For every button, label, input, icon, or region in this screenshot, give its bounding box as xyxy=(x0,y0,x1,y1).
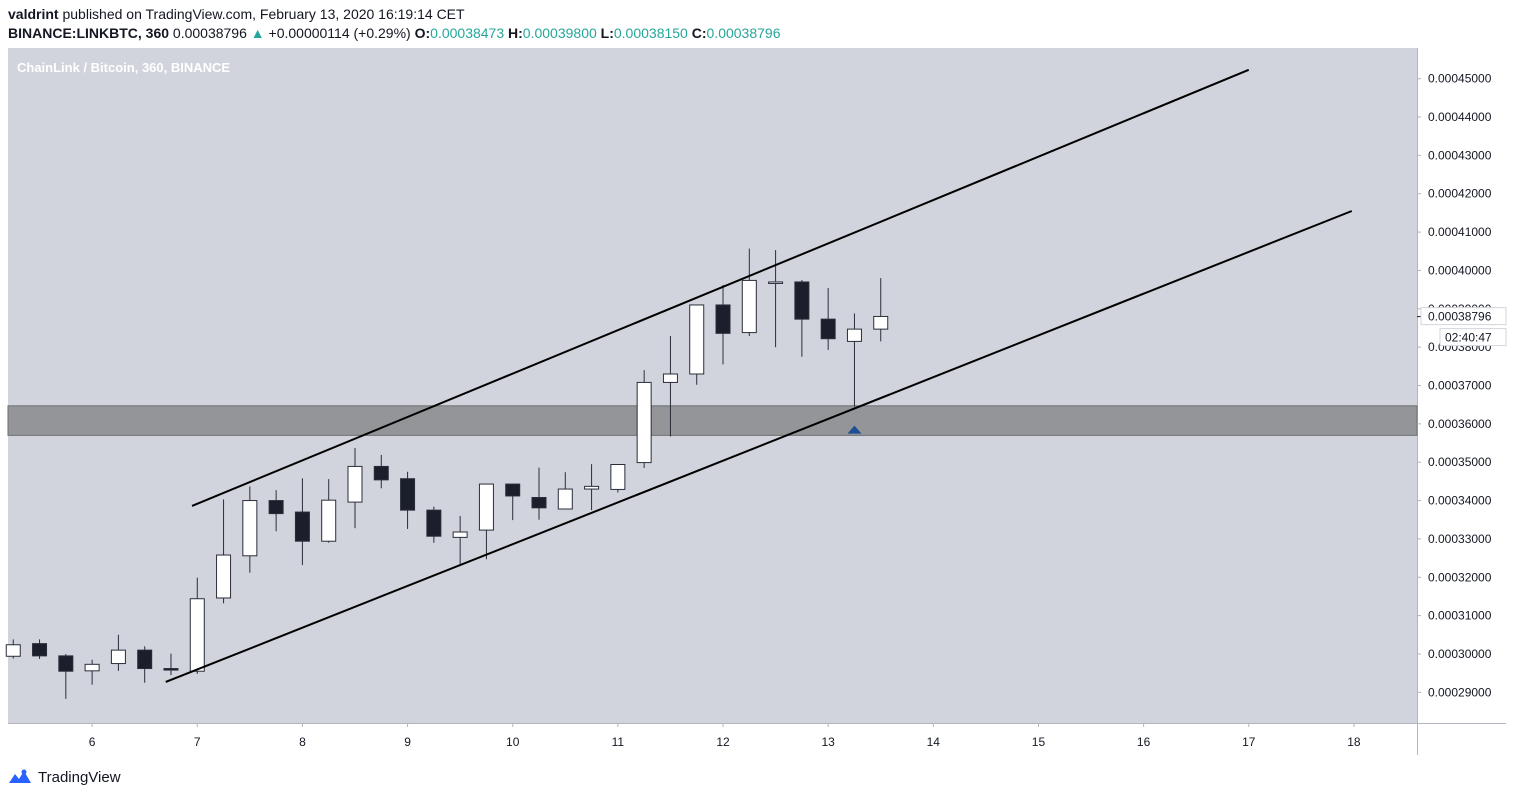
plot-area xyxy=(8,48,1417,723)
tradingview-brand: TradingView xyxy=(38,768,121,786)
candle-body xyxy=(268,500,284,515)
candle-body xyxy=(216,554,232,599)
y-tick-label: 0.00041000 xyxy=(1428,225,1492,239)
candle-body xyxy=(584,485,600,490)
price-axis xyxy=(1417,48,1506,723)
low-value: 0.00038150 xyxy=(613,25,688,41)
support-zone xyxy=(7,405,1418,436)
x-tick-label: 11 xyxy=(612,735,625,749)
candle-body xyxy=(163,668,179,671)
candle-body xyxy=(137,649,153,670)
last-price-badge xyxy=(1420,307,1507,326)
candle-body xyxy=(768,281,784,284)
up-triangle-marker-icon xyxy=(847,425,862,434)
candle-body xyxy=(321,499,337,542)
price-change: +0.00000114 (+0.29%) xyxy=(268,25,411,41)
candle-body xyxy=(242,500,258,557)
candle-body xyxy=(820,318,836,340)
countdown-label: 02:40:47 xyxy=(1445,331,1492,345)
y-tick-label: 0.00043000 xyxy=(1428,148,1492,162)
high-value: 0.00039800 xyxy=(522,25,597,41)
x-tick-label: 10 xyxy=(506,735,520,749)
y-tick-label: 0.00042000 xyxy=(1428,187,1492,201)
x-tick-label: 12 xyxy=(716,735,730,749)
author-name[interactable]: valdrint xyxy=(8,6,59,22)
x-tick-label: 16 xyxy=(1137,735,1151,749)
symbol-label: BINANCE:LINKBTC, 360 xyxy=(8,25,170,41)
chart-title: ChainLink / Bitcoin, 360, BINANCE xyxy=(17,60,230,75)
published-text: published on TradingView.com, February 1… xyxy=(62,6,465,22)
x-tick-label: 15 xyxy=(1032,735,1046,749)
open-label: O: xyxy=(414,25,431,41)
up-arrow-icon: ▲ xyxy=(250,25,265,41)
candle-body xyxy=(794,281,810,320)
candle-body xyxy=(373,465,389,481)
y-tick-label: 0.00029000 xyxy=(1428,685,1492,699)
x-tick-label: 18 xyxy=(1347,735,1361,749)
close-value: 0.00038796 xyxy=(706,25,781,41)
y-tick-label: 0.00045000 xyxy=(1428,72,1492,86)
open-value: 0.00038473 xyxy=(430,25,505,41)
tradingview-logo-icon xyxy=(9,769,31,783)
candle-body xyxy=(189,598,205,672)
candle-body xyxy=(505,483,521,497)
last-price: 0.00038796 xyxy=(172,25,247,41)
low-label: L: xyxy=(600,25,614,41)
y-tick-label: 0.00032000 xyxy=(1428,570,1492,584)
y-tick-label: 0.00030000 xyxy=(1428,647,1492,661)
y-tick-label: 0.00036000 xyxy=(1428,417,1492,431)
y-tick-label: 0.00035000 xyxy=(1428,455,1492,469)
channel-line xyxy=(165,210,1353,683)
candle-body xyxy=(347,465,363,503)
candle-body xyxy=(400,478,416,511)
last-price-label: 0.00038796 xyxy=(1428,310,1492,324)
price-chart[interactable]: ChainLink / Bitcoin, 360, BINANCE 0.00045… xyxy=(0,0,1515,760)
publish-line: valdrint published on TradingView.com, F… xyxy=(8,6,465,22)
candle-body xyxy=(715,304,731,334)
candle-body xyxy=(426,509,442,537)
candle-body xyxy=(873,315,889,330)
x-tick-label: 17 xyxy=(1242,735,1256,749)
candle-body xyxy=(689,304,705,375)
x-tick-label: 13 xyxy=(821,735,835,749)
countdown-badge xyxy=(1439,328,1507,347)
close-label: C: xyxy=(691,25,707,41)
candle-body xyxy=(846,328,862,342)
high-label: H: xyxy=(508,25,523,41)
candle-body xyxy=(610,464,626,490)
candle-body xyxy=(58,655,74,672)
candle-body xyxy=(636,381,652,464)
y-tick-label: 0.00034000 xyxy=(1428,494,1492,508)
x-tick-label: 14 xyxy=(927,735,941,749)
candle-body xyxy=(110,649,126,665)
candle-body xyxy=(478,483,494,531)
x-tick-label: 9 xyxy=(404,735,411,749)
x-tick-label: 8 xyxy=(299,735,306,749)
y-tick-label: 0.00031000 xyxy=(1428,609,1492,623)
candle-body xyxy=(531,496,547,509)
time-axis xyxy=(8,723,1506,755)
candle-body xyxy=(662,373,678,383)
symbol-line: BINANCE:LINKBTC, 360 0.00038796 ▲ +0.000… xyxy=(8,25,780,41)
y-tick-label: 0.00037000 xyxy=(1428,379,1492,393)
candle-body xyxy=(294,511,310,542)
y-tick-label: 0.00033000 xyxy=(1428,532,1492,546)
candle-body xyxy=(452,531,468,538)
x-tick-label: 7 xyxy=(194,735,201,749)
y-tick-label: 0.00044000 xyxy=(1428,110,1492,124)
y-tick-label: 0.00040000 xyxy=(1428,263,1492,277)
candle-body xyxy=(557,488,573,510)
candle-body xyxy=(84,663,100,672)
candle-body xyxy=(5,644,21,657)
candle-body xyxy=(741,279,757,334)
channel-line xyxy=(191,68,1250,507)
tradingview-footer[interactable]: TradingView xyxy=(8,768,121,786)
candle-body xyxy=(32,643,48,657)
x-tick-label: 6 xyxy=(89,735,96,749)
